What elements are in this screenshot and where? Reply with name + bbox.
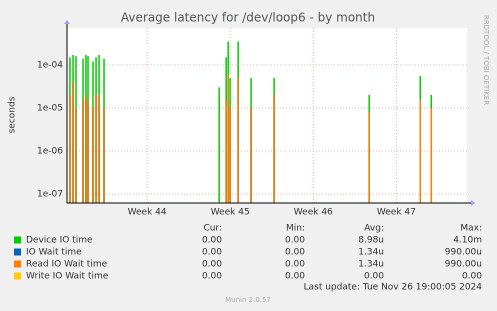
y-tick-label: 1e-04 bbox=[37, 60, 63, 70]
stats-cell: 1.34u bbox=[358, 260, 384, 270]
legend-label: Read IO Wait time bbox=[26, 260, 108, 270]
y-tick-label: 1e-05 bbox=[37, 103, 63, 113]
legend-label: Device IO time bbox=[26, 236, 93, 246]
stats-cell: 0.00 bbox=[202, 248, 222, 258]
stats-cell: 0.00 bbox=[202, 272, 222, 282]
y-tick-label: 1e-06 bbox=[37, 147, 63, 157]
footer: Munin 2.0.57 bbox=[225, 296, 271, 304]
stats-cell: 0.00 bbox=[364, 272, 384, 282]
stats-cell: 0.00 bbox=[285, 236, 305, 246]
stats-header: Max: bbox=[460, 224, 482, 234]
x-tick-label: Week 44 bbox=[128, 208, 167, 218]
stats-cell: 990.00u bbox=[445, 260, 482, 270]
stats-header: Min: bbox=[286, 224, 305, 234]
stats-header: Cur: bbox=[203, 224, 222, 234]
last-update: Last update: Tue Nov 26 19:00:05 2024 bbox=[304, 283, 483, 293]
stats-cell: 990.00u bbox=[445, 248, 482, 258]
stats-cell: 0.00 bbox=[202, 236, 222, 246]
x-tick-label: Week 45 bbox=[211, 208, 250, 218]
stats-cell: 0.00 bbox=[285, 272, 305, 282]
y-tick-label: 1e-07 bbox=[37, 190, 63, 200]
chart-title: Average latency for /dev/loop6 - by mont… bbox=[121, 11, 375, 25]
stats-cell: 1.34u bbox=[358, 248, 384, 258]
stats-cell: 8.98u bbox=[358, 236, 384, 246]
legend-label: IO Wait time bbox=[26, 248, 82, 258]
x-tick-label: Week 46 bbox=[294, 208, 333, 218]
legend-swatch bbox=[14, 272, 21, 280]
side-text: RRDTOOL / TOBI OETIKER bbox=[482, 15, 490, 105]
x-tick-label: Week 47 bbox=[377, 208, 416, 218]
stats-cell: 0.00 bbox=[285, 248, 305, 258]
legend-swatch bbox=[14, 248, 21, 256]
stats-cell: 4.10m bbox=[453, 236, 482, 246]
stats-cell: 0.00 bbox=[285, 260, 305, 270]
stats-cell: 0.00 bbox=[202, 260, 222, 270]
legend-swatch bbox=[14, 260, 21, 268]
arrow bbox=[64, 20, 70, 24]
y-axis-label: seconds bbox=[8, 96, 18, 133]
legend-swatch bbox=[14, 236, 21, 244]
arrow bbox=[471, 200, 475, 206]
stats-cell: 0.00 bbox=[462, 272, 482, 282]
stats-header: Avg: bbox=[364, 224, 384, 234]
legend-label: Write IO Wait time bbox=[26, 272, 109, 282]
plot-area bbox=[67, 28, 467, 203]
